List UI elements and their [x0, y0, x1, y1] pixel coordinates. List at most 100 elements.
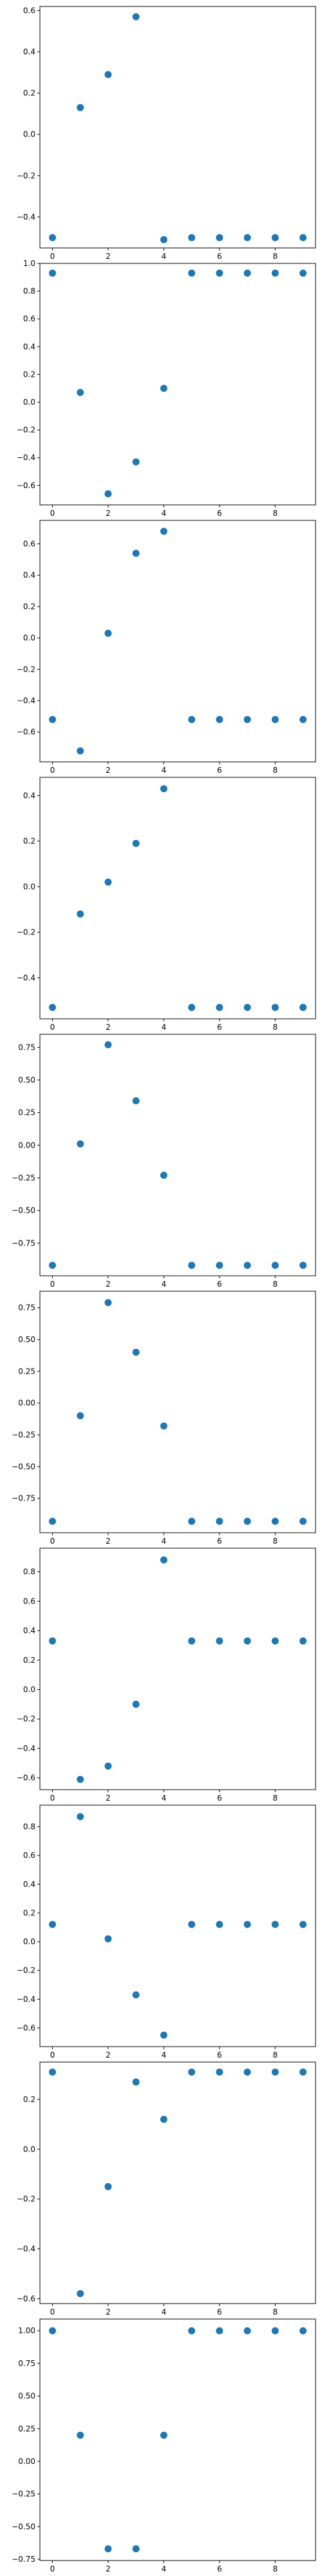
y-tick-label: 0.4	[23, 48, 35, 57]
x-tick-label: 6	[217, 1280, 222, 1289]
x-tick-label: 4	[162, 1023, 167, 1032]
x-tick-label: 8	[272, 766, 278, 775]
x-tick-label: 4	[162, 252, 167, 261]
x-tick-label: 0	[50, 1280, 55, 1289]
data-point	[160, 785, 167, 793]
data-point	[77, 747, 84, 755]
plot-frame	[39, 2061, 316, 2304]
x-tick-label: 4	[162, 1280, 167, 1289]
y-tick-label: −0.75	[12, 1494, 35, 1503]
data-point	[299, 1517, 307, 1525]
y-tick-label: 0.00	[18, 2457, 35, 2466]
x-tick-label: 4	[162, 766, 167, 775]
data-point	[48, 1517, 56, 1525]
x-tick-label: 8	[272, 2050, 278, 2060]
x-tick-label: 0	[50, 2564, 55, 2573]
y-tick-label: 0.4	[23, 1880, 35, 1889]
data-point	[188, 269, 196, 277]
data-point	[271, 269, 279, 277]
data-point	[77, 1140, 84, 1148]
x-tick-label: 2	[106, 1023, 111, 1032]
data-point	[188, 1637, 196, 1645]
y-tick-label: 0.75	[18, 1043, 35, 1052]
plot-frame	[39, 2318, 316, 2561]
x-tick-label: 0	[50, 2050, 55, 2060]
x-tick-label: 2	[106, 2564, 111, 2573]
x-tick-label: 2	[106, 1537, 111, 1546]
data-point	[299, 1920, 307, 1928]
subplot-10: 0 2 4 6 8 −0.75 −0.50 −0.25 0.00 0.25 0.50 0.75 1.00	[12, 2318, 316, 2573]
plot-frame	[39, 6, 316, 249]
x-tick-label: 6	[217, 2050, 222, 2060]
data-point	[216, 1637, 223, 1645]
y-tick-label: 0.4	[23, 791, 35, 800]
data-point	[132, 1991, 140, 1999]
data-point	[104, 878, 112, 886]
data-point	[77, 1813, 84, 1821]
data-point	[132, 13, 140, 21]
data-point	[299, 1003, 307, 1011]
x-tick-label: 0	[50, 1023, 55, 1032]
y-tick-label: −0.2	[17, 1714, 35, 1723]
data-point	[48, 1262, 56, 1269]
x-tick-label: 2	[106, 509, 111, 518]
y-tick-label: 0.6	[23, 314, 35, 323]
data-point	[243, 2327, 251, 2334]
y-tick-label: −0.25	[12, 1173, 35, 1182]
y-tick-label: 0.8	[23, 1567, 35, 1577]
y-tick-label: 0.4	[23, 571, 35, 580]
data-point	[299, 715, 307, 723]
data-point	[104, 2545, 112, 2553]
data-point	[132, 1097, 140, 1104]
y-tick-label: −0.75	[12, 1238, 35, 1247]
subplot-6: 0 2 4 6 8 −0.75 −0.50 −0.25 0.00 0.25 0.50 0.75	[12, 1291, 316, 1546]
y-tick-label: 0.50	[18, 1335, 35, 1344]
y-tick-label: −0.6	[17, 481, 35, 490]
data-point	[132, 1349, 140, 1356]
y-tick-label: −0.4	[17, 453, 35, 462]
y-tick-label: 0.2	[23, 370, 35, 379]
plot-frame	[39, 777, 316, 1019]
data-point	[48, 2327, 56, 2334]
x-tick-label: 4	[162, 1537, 167, 1546]
data-point	[132, 1700, 140, 1708]
plot-frame	[39, 1548, 316, 1790]
data-point	[243, 1262, 251, 1269]
x-tick-label: 2	[106, 1280, 111, 1289]
y-tick-label: −0.2	[17, 1966, 35, 1975]
y-tick-label: −0.25	[12, 1430, 35, 1439]
x-tick-label: 8	[272, 509, 278, 518]
data-point	[132, 458, 140, 466]
data-point	[132, 549, 140, 557]
x-tick-label: 8	[272, 1280, 278, 1289]
data-point	[188, 2327, 196, 2334]
data-point	[243, 1517, 251, 1525]
y-tick-label: 0.0	[23, 882, 35, 891]
data-point	[216, 234, 223, 242]
y-tick-label: −0.4	[17, 973, 35, 982]
plot-frame	[39, 1034, 316, 1276]
data-point	[188, 234, 196, 242]
x-tick-label: 4	[162, 2050, 167, 2060]
y-tick-label: −0.75	[12, 2555, 35, 2564]
x-tick-label: 6	[217, 1537, 222, 1546]
data-point	[243, 1637, 251, 1645]
x-tick-label: 2	[106, 1794, 111, 1803]
subplot-4: 0 2 4 6 8 −0.4 −0.2 0.0 0.2 0.4	[17, 777, 316, 1032]
subplot-9: 0 2 4 6 8 −0.6 −0.4 −0.2 0.0 0.2	[17, 2061, 316, 2316]
x-tick-label: 8	[272, 1794, 278, 1803]
x-tick-label: 2	[106, 766, 111, 775]
y-tick-label: 0.2	[23, 2095, 35, 2104]
data-point	[299, 234, 307, 242]
data-point	[216, 1262, 223, 1269]
data-point	[132, 2078, 140, 2086]
x-tick-label: 0	[50, 766, 55, 775]
x-tick-label: 6	[217, 252, 222, 261]
data-point	[104, 629, 112, 637]
data-point	[243, 2068, 251, 2076]
data-point	[132, 2545, 140, 2553]
y-tick-label: 0.0	[23, 1685, 35, 1694]
y-tick-label: −0.50	[12, 1206, 35, 1215]
data-point	[104, 71, 112, 79]
